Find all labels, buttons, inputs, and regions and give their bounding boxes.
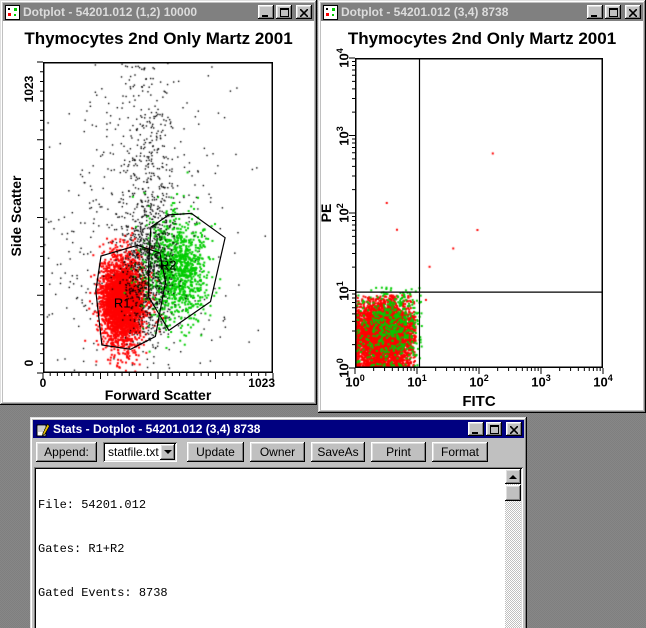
- stats-window: Stats - Dotplot - 54201.012 (3,4) 8738 A…: [30, 417, 527, 628]
- statfile-value: statfile.txt: [108, 445, 159, 459]
- pe-tick-label-10e1: 101: [335, 280, 352, 301]
- right-plot-canvas-area: Thymocytes 2nd Only Martz 2001 100 101 102…: [318, 21, 643, 410]
- pe-tick-label-10e3: 103: [335, 125, 352, 146]
- append-button[interactable]: Append:: [36, 442, 97, 462]
- x-axis-title: FITC: [462, 393, 496, 410]
- owner-button[interactable]: Owner: [250, 442, 305, 462]
- format-button[interactable]: Format: [432, 442, 488, 462]
- fitc-pe-plot-area[interactable]: [349, 57, 604, 374]
- minimize-button[interactable]: [468, 422, 484, 436]
- dotplot-icon: [323, 4, 338, 20]
- stats-titlebar[interactable]: Stats - Dotplot - 54201.012 (3,4) 8738: [33, 420, 524, 438]
- left-titlebar[interactable]: Dotplot - 54201.012 (1,2) 10000: [3, 3, 314, 21]
- y-axis-title: PE: [318, 203, 334, 223]
- fsc-ssc-plot-area[interactable]: R1 R2: [37, 61, 274, 379]
- fitc-tick-label-10e4: 104: [593, 373, 613, 390]
- close-button[interactable]: [625, 5, 641, 19]
- maximize-button[interactable]: [276, 5, 292, 19]
- update-button[interactable]: Update: [187, 442, 244, 462]
- pe-tick-label-10e2: 102: [335, 203, 352, 223]
- y-axis-min-label: 0: [22, 359, 36, 367]
- print-button[interactable]: Print: [371, 442, 426, 462]
- fitc-tick-label-10e0: 100: [345, 373, 365, 390]
- right-window-title: Dotplot - 54201.012 (3,4) 8738: [341, 5, 509, 19]
- minimize-button[interactable]: [258, 5, 274, 19]
- stats-window-title: Stats - Dotplot - 54201.012 (3,4) 8738: [53, 422, 261, 436]
- stats-report-area: File: 54201.012 Gates: R1+R2 Gated Event…: [34, 467, 523, 628]
- saveas-button[interactable]: SaveAs: [311, 442, 365, 462]
- scrollbar-thumb[interactable]: [505, 485, 521, 501]
- vertical-scrollbar[interactable]: [505, 469, 521, 628]
- close-button[interactable]: [296, 5, 312, 19]
- x-axis-title: Forward Scatter: [104, 387, 212, 403]
- pe-tick-label-10e4: 104: [335, 48, 352, 68]
- combobox-dropdown-button[interactable]: [160, 444, 175, 460]
- fsc-ssc-dot-canvas[interactable]: [43, 62, 273, 373]
- dotplot-icon: [5, 4, 20, 20]
- close-button[interactable]: [506, 422, 522, 436]
- right-chart-title: Thymocytes 2nd Only Martz 2001: [347, 29, 617, 48]
- left-plot-canvas-area: Thymocytes 2nd Only Martz 2001 R1 R2 1023…: [3, 21, 314, 403]
- x-axis-max-label: 1023: [248, 376, 275, 390]
- x-axis-min-label: 0: [39, 376, 47, 390]
- maximize-button[interactable]: [605, 5, 621, 19]
- arrow-up-icon: [509, 474, 517, 479]
- stats-gated-events-line: Gated Events: 8738: [38, 585, 168, 600]
- minimize-button[interactable]: [587, 5, 603, 19]
- maximize-button[interactable]: [486, 422, 502, 436]
- scroll-up-button[interactable]: [505, 469, 521, 484]
- stats-file-line: File: 54201.012: [38, 498, 147, 513]
- dotplot-window-fitc-pe: Dotplot - 54201.012 (3,4) 8738 Thymocyte…: [318, 0, 646, 413]
- fitc-pe-dot-canvas[interactable]: [355, 58, 603, 368]
- fitc-tick-label-10e3: 103: [531, 373, 551, 390]
- left-chart-title: Thymocytes 2nd Only Martz 2001: [24, 29, 293, 48]
- stats-notepad-icon: [36, 422, 50, 436]
- y-axis-max-label: 1023: [22, 75, 36, 103]
- stats-gates-line: Gates: R1+R2: [38, 541, 125, 556]
- fitc-tick-label-10e1: 101: [407, 373, 427, 390]
- left-window-title: Dotplot - 54201.012 (1,2) 10000: [23, 5, 198, 19]
- stats-report-text: File: 54201.012 Gates: R1+R2 Gated Event…: [38, 469, 501, 628]
- chevron-down-icon: [163, 450, 172, 454]
- statfile-combobox[interactable]: statfile.txt: [103, 442, 177, 462]
- dotplot-window-fsc-ssc: Dotplot - 54201.012 (1,2) 10000 Thymocyt…: [0, 0, 317, 405]
- fitc-tick-label-10e2: 102: [469, 373, 489, 390]
- right-titlebar[interactable]: Dotplot - 54201.012 (3,4) 8738: [321, 3, 643, 21]
- y-axis-title: Side Scatter: [8, 175, 24, 257]
